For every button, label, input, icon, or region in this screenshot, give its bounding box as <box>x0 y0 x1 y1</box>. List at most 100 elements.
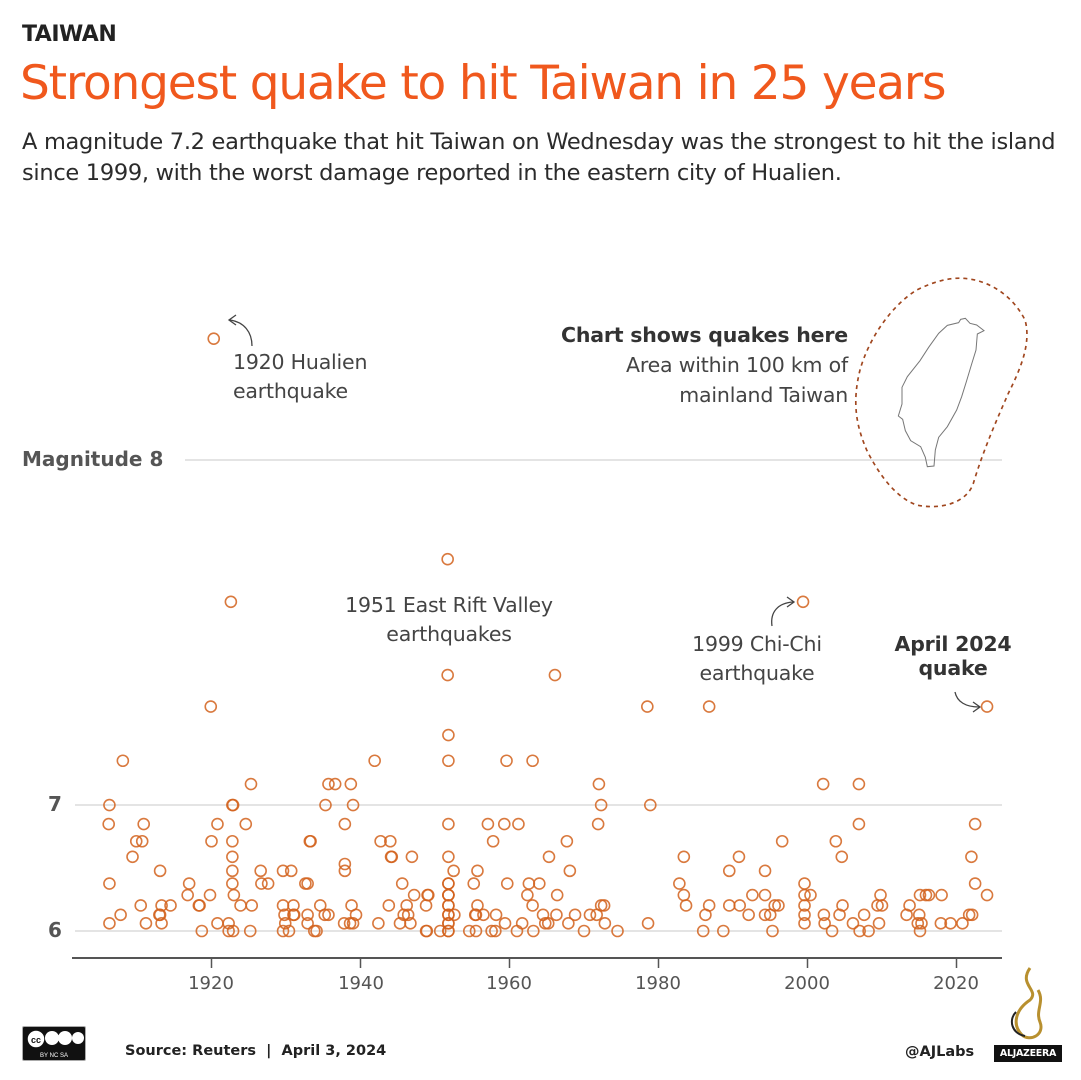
headline: Strongest quake to hit Taiwan in 25 year… <box>20 56 946 111</box>
arrow-1999-head <box>786 596 796 608</box>
quake-point <box>526 899 539 912</box>
x-tick-label: 1980 <box>635 973 681 994</box>
quake-point <box>234 899 247 912</box>
quake-point <box>489 908 503 922</box>
quake-point <box>486 834 500 848</box>
quake-point <box>956 917 969 930</box>
quake-point <box>968 817 982 831</box>
quake-point <box>226 798 240 812</box>
quake-point <box>862 924 875 938</box>
quake-point <box>696 924 710 938</box>
quake-point <box>527 924 540 938</box>
quake-point <box>798 899 811 912</box>
quake-point <box>222 924 235 938</box>
quake-point <box>404 917 417 930</box>
quake-point <box>421 888 435 902</box>
quake-point <box>732 850 746 864</box>
taiwan-map <box>855 277 1028 508</box>
quake-point <box>598 917 612 930</box>
quake-point <box>442 888 455 902</box>
quake-point <box>226 864 239 878</box>
quake-point <box>816 777 830 791</box>
quake-point <box>103 917 116 930</box>
quake-point <box>328 777 342 791</box>
quake-point <box>195 924 209 938</box>
quake-point <box>550 888 564 902</box>
quake-point <box>153 864 167 878</box>
annotation-line: 1920 Hualien <box>233 350 368 374</box>
quake-point <box>677 850 691 864</box>
quake-point <box>204 700 218 713</box>
quake-point <box>980 888 994 902</box>
quake-point <box>287 908 301 922</box>
x-tick-label: 2000 <box>784 973 830 994</box>
quake-point <box>338 857 352 871</box>
map-note-line: mainland Taiwan <box>679 383 848 407</box>
y-tick-label-6: 6 <box>48 918 62 942</box>
quake-point <box>872 917 886 930</box>
quake-point <box>276 924 290 938</box>
quake-point <box>276 864 290 878</box>
quake-point <box>278 908 291 922</box>
quake-point <box>796 595 810 609</box>
quake-point <box>772 899 785 912</box>
quake-point <box>577 924 591 938</box>
quake-point <box>407 888 421 902</box>
quake-point <box>226 850 239 864</box>
quake-point <box>548 668 562 682</box>
quake-point <box>825 924 839 938</box>
quake-point <box>469 924 483 938</box>
quake-point <box>944 917 957 930</box>
quake-point <box>532 877 546 890</box>
quake-point <box>102 817 115 831</box>
annotation-1999-chichi: 1999 Chi-Chi earthquake <box>657 630 857 688</box>
quake-point <box>419 899 433 912</box>
quake-point <box>346 917 360 930</box>
quake-point <box>368 754 381 768</box>
quake-point <box>319 798 332 812</box>
arrow-1920 <box>229 319 253 347</box>
quake-point <box>592 777 606 791</box>
quake-point <box>372 917 385 930</box>
quake-point <box>911 917 925 930</box>
source-credit: Source: Reuters | April 3, 2024 <box>125 1043 387 1059</box>
aj-labs-handle: @AJLabs <box>905 1044 975 1060</box>
quake-point <box>401 908 415 922</box>
quake-point <box>836 899 849 912</box>
quake-point <box>560 834 574 848</box>
quake-point <box>182 877 196 890</box>
quake-point <box>965 908 979 922</box>
arrow-1920-head <box>227 314 237 326</box>
svg-text:cc: cc <box>31 1035 41 1045</box>
quake-point <box>758 888 772 902</box>
quake-point <box>922 888 936 902</box>
quake-point <box>116 754 130 768</box>
quake-point <box>226 877 239 890</box>
quake-point <box>139 917 153 930</box>
quake-point <box>164 899 177 912</box>
quake-point <box>980 700 994 713</box>
quake-point <box>489 924 502 938</box>
quake-point <box>522 877 536 890</box>
quake-point <box>441 668 454 682</box>
quake-point <box>322 908 335 922</box>
quake-point <box>433 924 447 938</box>
quake-point <box>829 834 843 848</box>
quake-point <box>717 924 730 938</box>
aljazeera-wordmark: ALJAZEERA <box>994 1045 1062 1062</box>
quake-point <box>512 817 525 831</box>
annotation-line: earthquake <box>699 661 815 685</box>
quake-point <box>442 817 455 831</box>
quake-point <box>853 924 866 938</box>
quake-point <box>227 888 241 902</box>
quake-point <box>526 754 539 768</box>
quake-point <box>448 908 461 922</box>
quake-point <box>255 877 268 890</box>
quake-point <box>284 864 298 878</box>
quake-point <box>282 924 296 938</box>
quake-point <box>641 917 655 930</box>
quake-point <box>301 877 314 890</box>
quake-point <box>915 917 928 930</box>
quake-point <box>467 877 481 890</box>
quake-point <box>447 864 460 878</box>
